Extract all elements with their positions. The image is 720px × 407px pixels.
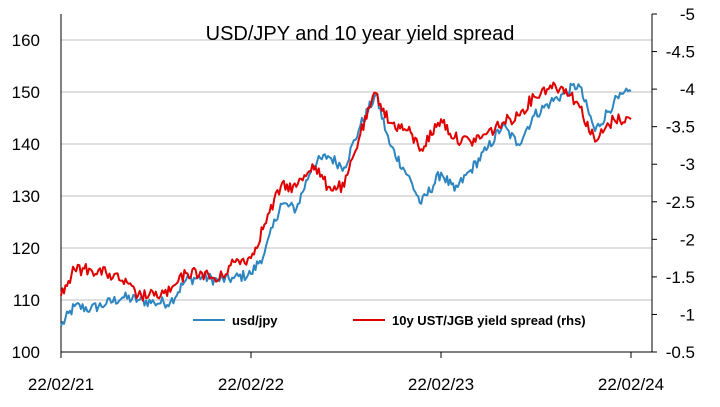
y-right-tick-label: -1	[680, 305, 695, 324]
y-right-tick-label: -3.5	[666, 118, 695, 137]
legend-label-usdjpy: usd/jpy	[232, 313, 278, 328]
y-right-tick-label: -4.5	[666, 43, 695, 62]
series-line-usdjpy	[60, 82, 632, 327]
axes	[60, 13, 657, 358]
y-right-tick-label: -1.5	[666, 268, 695, 287]
y-right-tick-label: -4	[680, 80, 695, 99]
tick-labels: 100 110 120 130 140 150 160 -0.5 -1 -1.5 -2 -2.5 -3 -…	[12, 5, 695, 394]
series-line-yield-spread	[60, 81, 632, 302]
x-tick-label: 22/02/21	[28, 375, 94, 394]
y-left-tick-label: 160	[12, 31, 40, 50]
y-right-tick-label: -2	[680, 230, 695, 249]
y-left-tick-label: 140	[12, 135, 40, 154]
series-lines	[60, 81, 632, 327]
y-right-tick-label: -3	[680, 155, 695, 174]
x-tick-label: 22/02/22	[218, 375, 284, 394]
chart-title: USD/JPY and 10 year yield spread	[206, 23, 515, 45]
legend-label-yield-spread: 10y UST/JGB yield spread (rhs)	[392, 313, 586, 328]
legend: usd/jpy 10y UST/JGB yield spread (rhs)	[193, 313, 586, 328]
y-left-tick-label: 150	[12, 83, 40, 102]
y-right-tick-label: -0.5	[666, 343, 695, 362]
x-tick-label: 22/02/24	[598, 375, 664, 394]
y-left-tick-label: 110	[13, 291, 40, 310]
gridlines	[61, 39, 652, 301]
x-tick-label: 22/02/23	[408, 375, 474, 394]
y-left-tick-label: 130	[12, 187, 40, 206]
y-left-tick-label: 100	[12, 343, 40, 362]
y-right-tick-label: -5	[680, 5, 695, 24]
y-left-tick-label: 120	[12, 239, 40, 258]
y-right-tick-label: -2.5	[666, 193, 695, 212]
